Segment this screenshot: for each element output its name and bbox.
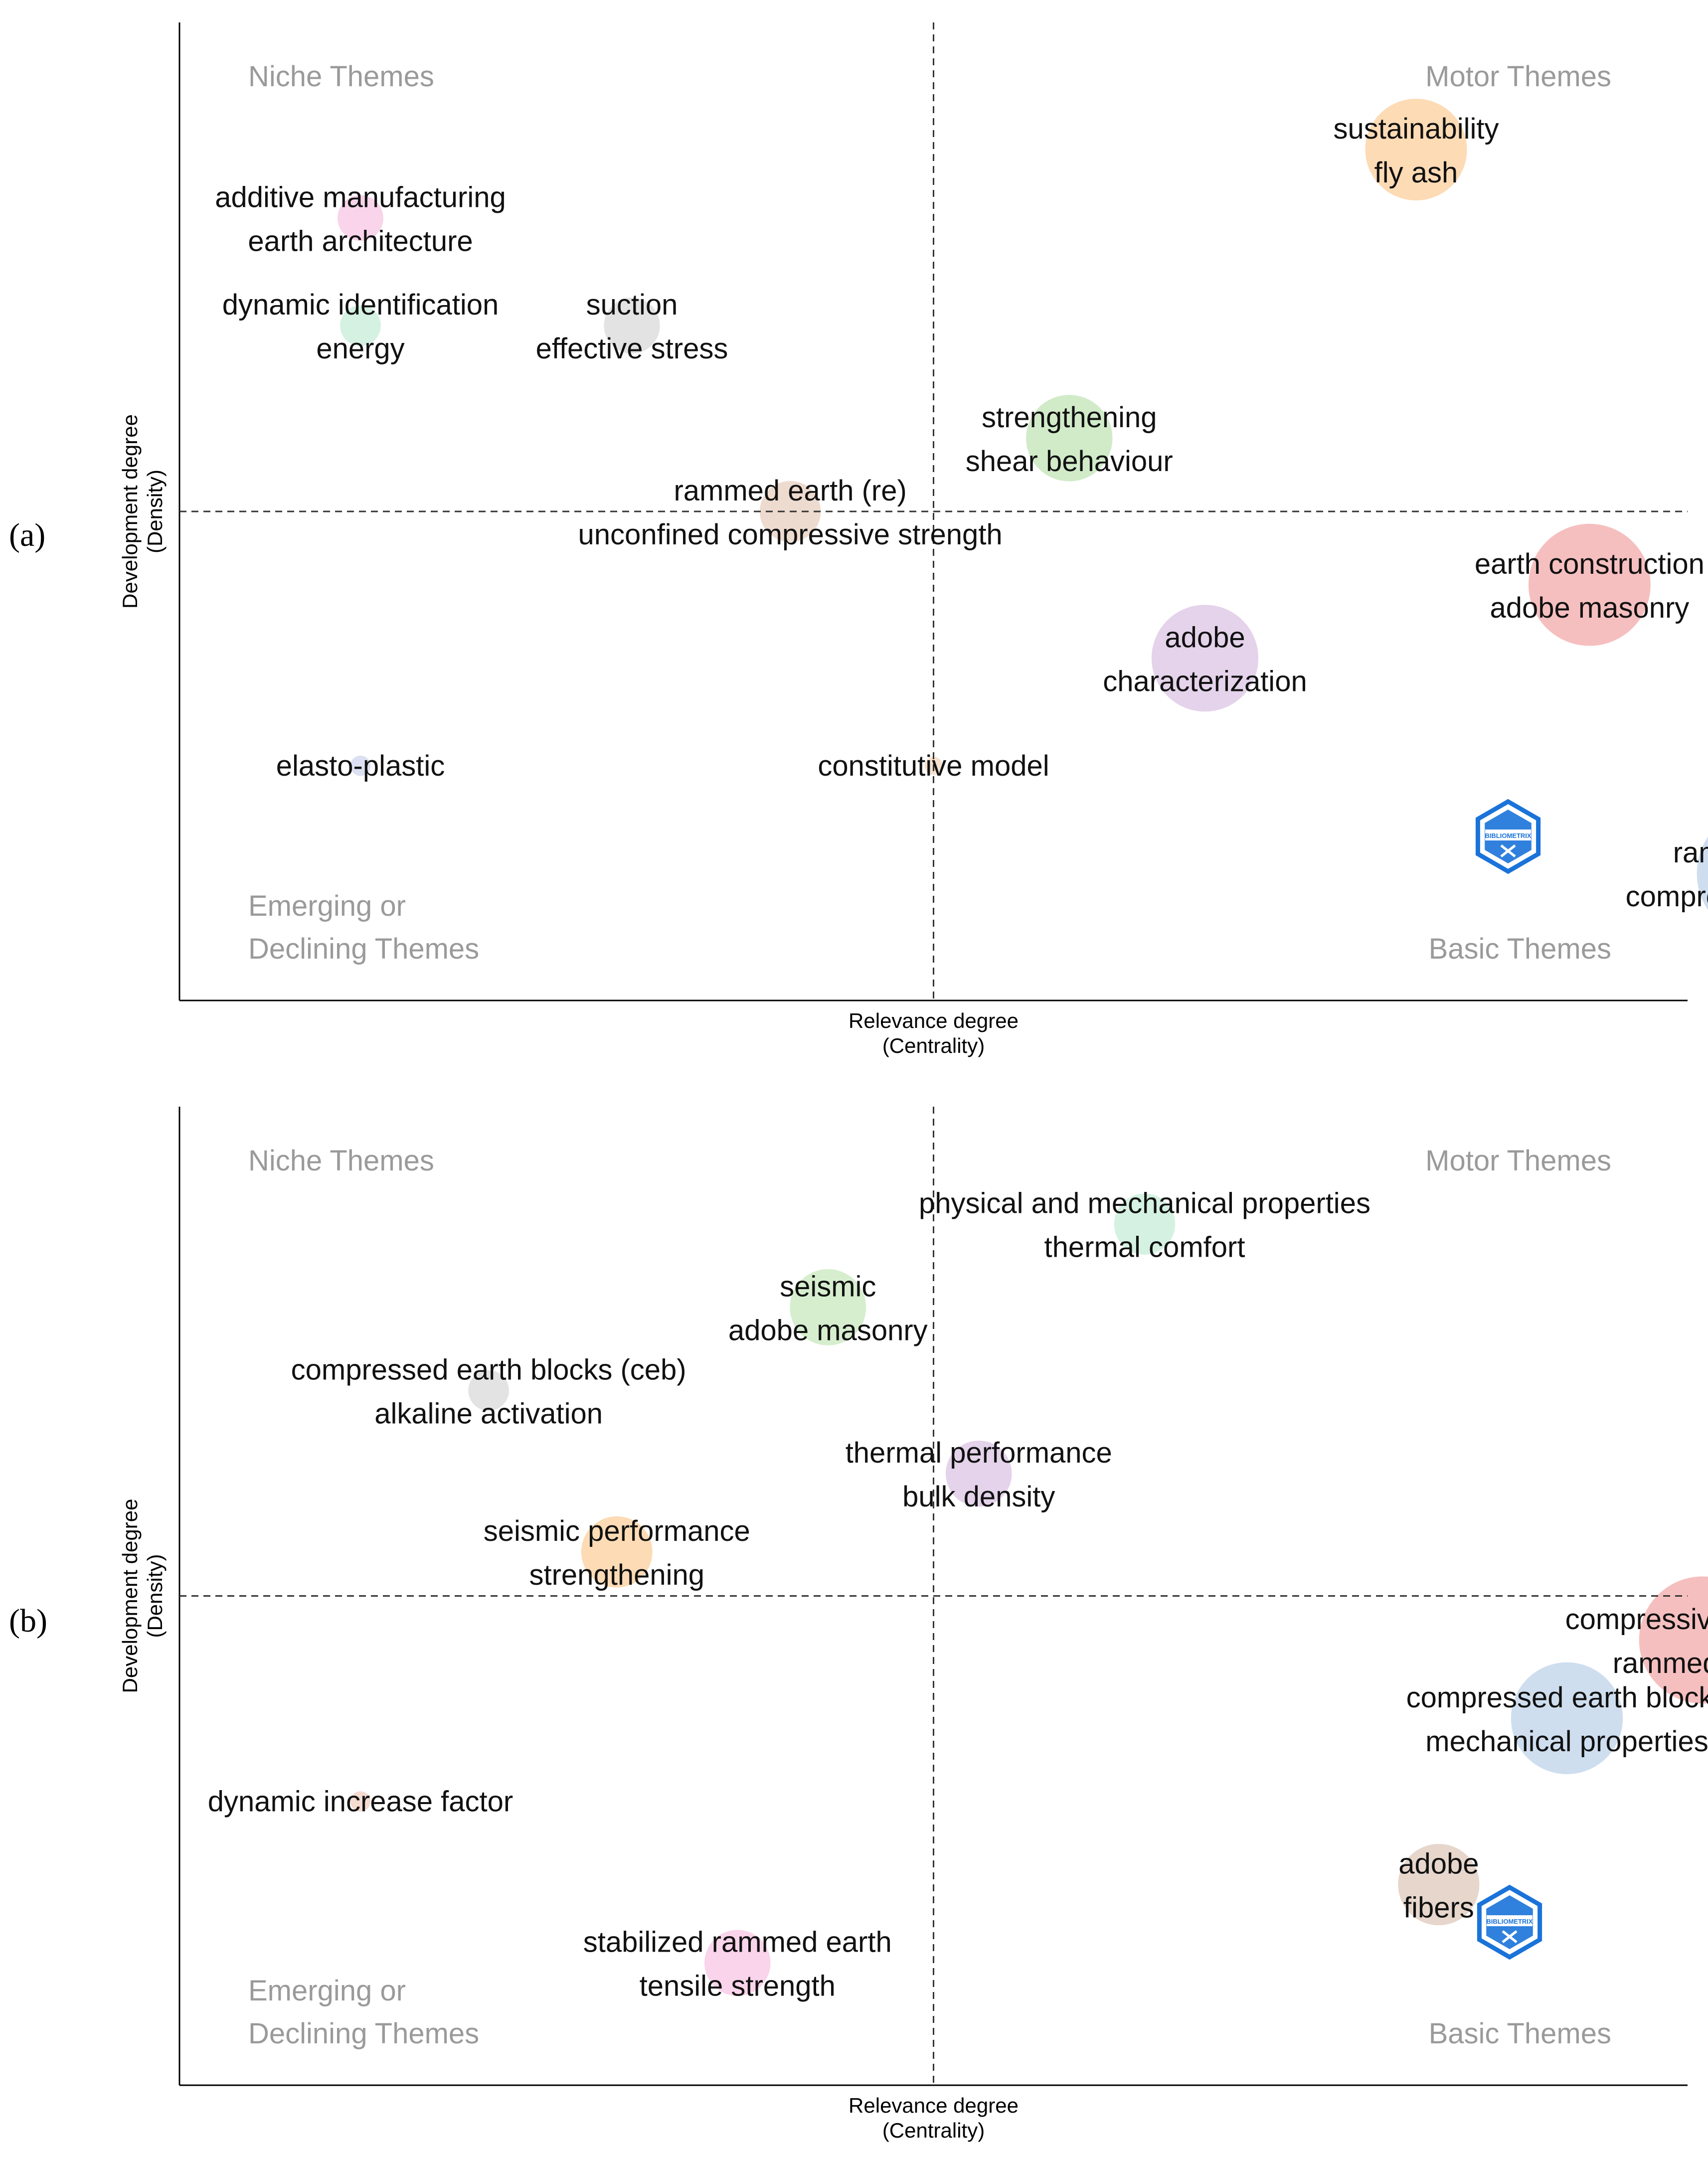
cluster-bubble [945,1440,1012,1507]
cluster-label: compressed earth blocks [1406,1681,1708,1714]
cluster-bubble [1365,99,1467,201]
cluster-bubble [1026,395,1113,482]
cluster-label: dynamic identification [222,289,499,321]
x-axis-title: Relevance degree [849,1009,1019,1032]
cluster-label: rammed earth (re) [674,475,906,507]
quadrant-label-emerging: Declining Themes [248,2017,479,2050]
cluster-label: effective stress [536,332,728,365]
logo-helix [1500,844,1516,857]
cluster-label: energy [316,332,404,365]
x-axis-title: Relevance degree [849,2094,1019,2117]
cluster-bubble [704,1930,771,1996]
quadrant-label-emerging: Emerging or [248,890,406,922]
logo-helix [1502,1930,1518,1943]
cluster-label: compressive strength [1565,1603,1708,1636]
quadrant-label-motor: Motor Themes [1425,60,1611,93]
cluster-bubble [604,298,660,354]
quadrant-label-emerging: Emerging or [248,1975,406,2007]
cluster-bubble [1114,1193,1176,1255]
cluster-bubble [468,1370,509,1411]
logo-text: BIBLIOMETRIX [1485,832,1531,839]
cluster-label: suction [586,289,678,321]
logo-band [1485,830,1531,840]
cluster-bubble [350,755,371,776]
cluster-bubble [338,195,383,241]
bibliometrix-logo: BIBLIOMETRIX [1475,799,1541,874]
cluster-label: thermal performance [846,1437,1112,1469]
x-axis-title: (Centrality) [882,1034,985,1057]
cluster-label: strengthening [529,1559,704,1591]
y-axis-title: (Density) [143,1554,167,1638]
cluster-bubble [340,305,381,346]
cluster-label: fly ash [1374,157,1458,189]
cluster-label: physical and mechanical properties [919,1187,1370,1220]
y-axis-title: Development degree [118,1499,142,1693]
cluster-label: seismic [780,1270,876,1303]
logo-text: BIBLIOMETRIX [1486,1918,1533,1925]
cluster-label: rammed earth [1613,1647,1708,1679]
cluster-label: rammed earth [1673,836,1708,869]
cluster-label: strengthening [982,401,1157,434]
cluster-label: constitutive model [818,750,1049,782]
cluster-label: seismic performance [484,1515,750,1547]
cluster-bubble [1398,1843,1480,1926]
cluster-bubble [1639,1576,1708,1704]
cluster-label: adobe [1398,1848,1479,1880]
panel-a: Niche Themes Motor Themes Emerging or Decli… [9,22,1708,1057]
quadrant-label-basic: Basic Themes [1429,2017,1611,2050]
quadrant-label-motor: Motor Themes [1425,1145,1611,1177]
y-axis-title: (Density) [143,470,167,553]
bibliometrix-logo: BIBLIOMETRIX [1477,1884,1542,1960]
cluster-label: alkaline activation [374,1397,603,1430]
cluster-bubble [790,1269,866,1345]
panel-b: Niche Themes Motor Themes Emerging or Decli… [9,1107,1708,2142]
logo-band [1487,1915,1533,1926]
quadrant-label-basic: Basic Themes [1429,933,1611,965]
cluster-bubble [1697,836,1708,910]
cluster-label: elasto-plastic [276,750,445,782]
cluster-label: dynamic increase factor [208,1786,513,1818]
quadrant-label-niche: Niche Themes [248,60,434,93]
cluster-bubble [1528,523,1651,646]
quadrant-label-emerging: Declining Themes [248,933,479,965]
cluster-label: adobe [1165,621,1245,654]
cluster-label: compressed earth blocks (ceb) [291,1353,686,1386]
cluster-label: fibers [1403,1892,1474,1924]
quadrant-label-niche: Niche Themes [248,1145,434,1177]
cluster-bubble [350,1791,371,1812]
cluster-label: earth construction [1475,548,1705,580]
cluster-label: earth architecture [248,225,473,257]
cluster-label: sustainability [1333,113,1499,145]
cluster-label: compressive strength [1626,880,1708,913]
cluster-label: adobe masonry [728,1314,928,1346]
cluster-bubble [1151,605,1259,712]
panel-label: (b) [9,1603,47,1639]
cluster-bubble [581,1516,653,1588]
cluster-label: shear behaviour [966,445,1173,478]
cluster-label: unconfined compressive strength [578,518,1003,551]
cluster-label: bulk density [902,1481,1055,1513]
cluster-label: adobe masonry [1490,592,1689,624]
cluster-label: tensile strength [640,1970,836,2002]
cluster-label: mechanical properties [1425,1725,1708,1758]
cluster-label: thermal comfort [1044,1231,1245,1264]
cluster-bubble [1511,1662,1623,1775]
y-axis-title: Development degree [118,414,142,609]
x-axis-title: (Centrality) [882,2119,985,2142]
cluster-label: stabilized rammed earth [583,1926,892,1959]
panel-label: (a) [9,517,45,553]
cluster-label: characterization [1103,665,1307,697]
cluster-label: additive manufacturing [215,181,506,213]
